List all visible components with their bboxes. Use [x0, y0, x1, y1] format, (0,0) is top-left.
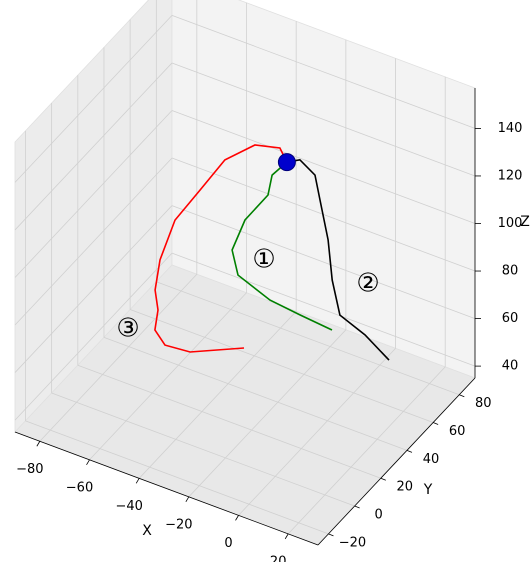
z-axis-label: Z [520, 214, 530, 230]
grid-line [77, 364, 381, 479]
grid-line [14, 62, 173, 231]
x-tick [86, 459, 90, 465]
z-tick-label: 120 [498, 168, 523, 183]
grid-line [129, 309, 434, 423]
annotation: ① [252, 245, 275, 275]
y-axis-line [317, 377, 476, 546]
grid-line [14, 15, 173, 183]
grid-line [171, 15, 476, 129]
x-tick [36, 441, 41, 447]
grid-line [39, 273, 198, 442]
trajectory [154, 144, 288, 353]
x-tick-label: −40 [115, 499, 142, 514]
x-tick-label: 20 [270, 554, 287, 562]
y-tick-label: 40 [423, 452, 440, 467]
x-tick-label: 0 [224, 536, 232, 551]
y-tick [459, 394, 465, 398]
x-tick [235, 515, 239, 521]
x-tick [135, 478, 140, 484]
trajectory [286, 158, 390, 361]
marker-point [277, 153, 296, 172]
grid-line [188, 329, 347, 498]
grid-line [238, 348, 396, 516]
grid-line [14, 110, 173, 278]
y-tick [380, 477, 386, 481]
annotation: ② [356, 269, 379, 299]
grid-line [14, 205, 173, 373]
y-tick [406, 449, 413, 453]
y-tick [354, 505, 360, 509]
grid-line [171, 62, 476, 177]
y-tick [328, 533, 334, 537]
x-tick-label: −80 [16, 462, 43, 477]
z-tick-label: 80 [502, 264, 519, 279]
grid-line [287, 366, 446, 535]
y-tick [432, 422, 439, 425]
y-tick-label: −20 [339, 535, 366, 550]
grid-line [89, 292, 247, 461]
x-axis-line [14, 431, 319, 546]
grid-line [25, 420, 329, 535]
z-tick-label: 140 [498, 121, 523, 136]
annotation: ③ [116, 314, 139, 344]
x-tick [185, 496, 190, 503]
x-tick-label: −60 [66, 480, 93, 495]
grid-line [103, 336, 408, 451]
y-tick-label: 80 [475, 396, 492, 411]
x-tick [284, 533, 289, 540]
z-tick-label: 40 [502, 359, 519, 374]
z-tick-label: 60 [502, 311, 519, 326]
grid-line [171, 205, 476, 319]
grid-line [14, 252, 173, 421]
x-tick-label: −20 [165, 517, 192, 532]
trajectory [231, 161, 333, 331]
grid-line [171, 110, 476, 224]
z-tick-label: 100 [498, 216, 523, 231]
y-tick-label: 60 [449, 424, 466, 439]
y-tick-label: 20 [397, 480, 414, 495]
grid-line [156, 281, 460, 396]
y-tick-label: 0 [374, 508, 382, 523]
grid-line [14, 157, 173, 326]
grid-line [138, 311, 297, 479]
x-axis-label: X [142, 523, 152, 539]
y-axis-label: Y [423, 482, 433, 498]
grid-line [171, 252, 476, 367]
grid-line [51, 392, 355, 507]
